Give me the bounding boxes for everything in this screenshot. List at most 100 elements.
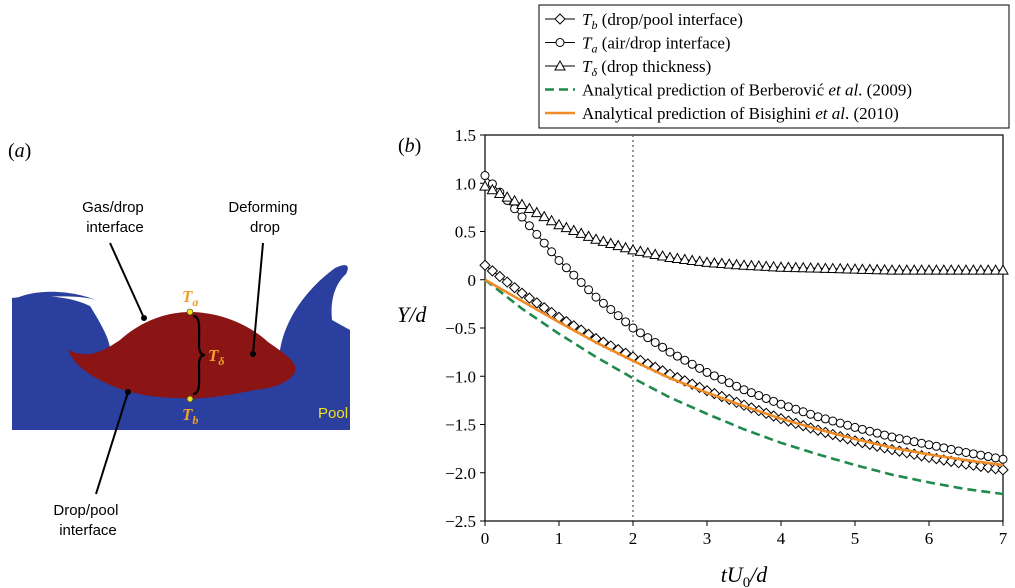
- data-point: [569, 270, 579, 280]
- pool-label: Pool: [318, 405, 348, 422]
- data-point: [908, 264, 921, 275]
- data-point: [900, 264, 913, 275]
- x-tick-label: 2: [629, 529, 638, 548]
- data-point: [701, 256, 713, 267]
- data-point: [628, 323, 638, 333]
- data-point: [516, 287, 528, 299]
- data-point: [665, 347, 675, 357]
- x-axis-label: tU0/d: [721, 562, 769, 588]
- data-point: [968, 449, 978, 459]
- data-point: [813, 412, 823, 422]
- data-point: [880, 430, 890, 440]
- drop-pool-label: Drop/pool interface: [53, 502, 122, 539]
- ta-label: Ta: [182, 287, 198, 309]
- data-point: [960, 264, 972, 275]
- deforming-drop-pointer: [252, 242, 264, 355]
- data-point: [767, 260, 780, 272]
- data-point: [937, 264, 950, 275]
- data-point: [649, 248, 662, 259]
- data-point: [508, 194, 521, 206]
- data-point: [931, 441, 941, 451]
- data-point: [915, 264, 928, 275]
- data-point: [806, 409, 816, 419]
- plot-area: 0 1 2 3 4 5 6 7 1.5 1.0 0.5 0 −0.5 −1.0 −1.5 −2.0 −2.5 tU…: [397, 126, 1009, 588]
- data-point: [902, 435, 912, 445]
- x-tick-label: 7: [999, 529, 1008, 548]
- data-point: [641, 246, 654, 258]
- data-point: [494, 270, 506, 283]
- data-point: [834, 262, 847, 274]
- pool-region: [12, 265, 350, 430]
- data-point: [872, 428, 882, 438]
- data-point: [812, 262, 824, 273]
- series-2: [479, 180, 1009, 275]
- x-tick-label: 4: [777, 529, 786, 548]
- data-point: [871, 263, 884, 275]
- data-point: [863, 263, 876, 275]
- series-4: [484, 278, 1004, 467]
- data-point: [656, 249, 669, 261]
- data-point: [878, 263, 891, 275]
- data-point: [887, 432, 897, 442]
- data-point: [952, 264, 965, 275]
- data-point: [479, 180, 491, 191]
- series-3: [484, 278, 1004, 496]
- legend-label: Ta (air/drop interface): [582, 34, 731, 56]
- data-point: [538, 210, 551, 222]
- data-point: [760, 260, 773, 271]
- panel-a-label: (a): [8, 140, 31, 162]
- data-point: [508, 281, 521, 294]
- data-point: [797, 261, 810, 273]
- data-point: [775, 261, 787, 272]
- data-point: [524, 221, 534, 231]
- data-point: [561, 263, 571, 273]
- data-point: [532, 229, 542, 239]
- data-point: [826, 262, 839, 274]
- panel-a: (a) Pool Ta Tb Tδ Gas/drop interface D: [8, 140, 350, 539]
- data-point: [678, 253, 691, 264]
- x-tick-label: 0: [481, 529, 490, 548]
- data-point: [480, 171, 490, 181]
- data-point: [967, 264, 980, 275]
- data-point: [635, 328, 645, 338]
- y-tick-label: 1.0: [455, 174, 476, 193]
- data-point: [961, 447, 971, 457]
- data-point: [612, 239, 625, 251]
- data-point: [650, 337, 660, 347]
- data-point: [997, 264, 1009, 275]
- series-line: [484, 264, 1004, 471]
- data-point: [997, 464, 1009, 476]
- data-point: [894, 434, 904, 444]
- data-point: [584, 285, 594, 295]
- deforming-drop-label: Deforming drop: [228, 199, 301, 236]
- data-point: [590, 233, 602, 244]
- data-point: [983, 452, 993, 462]
- data-point: [619, 241, 632, 253]
- y-tick-label: 0: [468, 271, 477, 290]
- data-point: [739, 385, 749, 395]
- y-tick-label: −1.5: [445, 416, 476, 435]
- data-point: [523, 292, 536, 304]
- data-point: [841, 262, 854, 274]
- data-point: [791, 404, 801, 414]
- data-point: [945, 264, 958, 275]
- data-point: [974, 264, 987, 275]
- plot-frame: [484, 134, 1004, 522]
- data-point: [746, 388, 756, 398]
- data-point: [976, 450, 986, 460]
- data-point: [991, 453, 1001, 463]
- data-point: [745, 259, 758, 271]
- data-point: [501, 276, 513, 288]
- data-point: [554, 59, 566, 71]
- data-point: [680, 355, 690, 365]
- data-point: [709, 371, 719, 381]
- data-point: [708, 256, 721, 268]
- x-tick-label: 3: [703, 529, 712, 548]
- data-point: [769, 396, 779, 406]
- legend-item-0: Tb (drop/pool interface): [545, 10, 743, 32]
- drop-pool-pointer: [95, 391, 129, 495]
- data-point: [789, 261, 802, 273]
- x-tick-label: 5: [851, 529, 860, 548]
- data-point: [486, 183, 499, 195]
